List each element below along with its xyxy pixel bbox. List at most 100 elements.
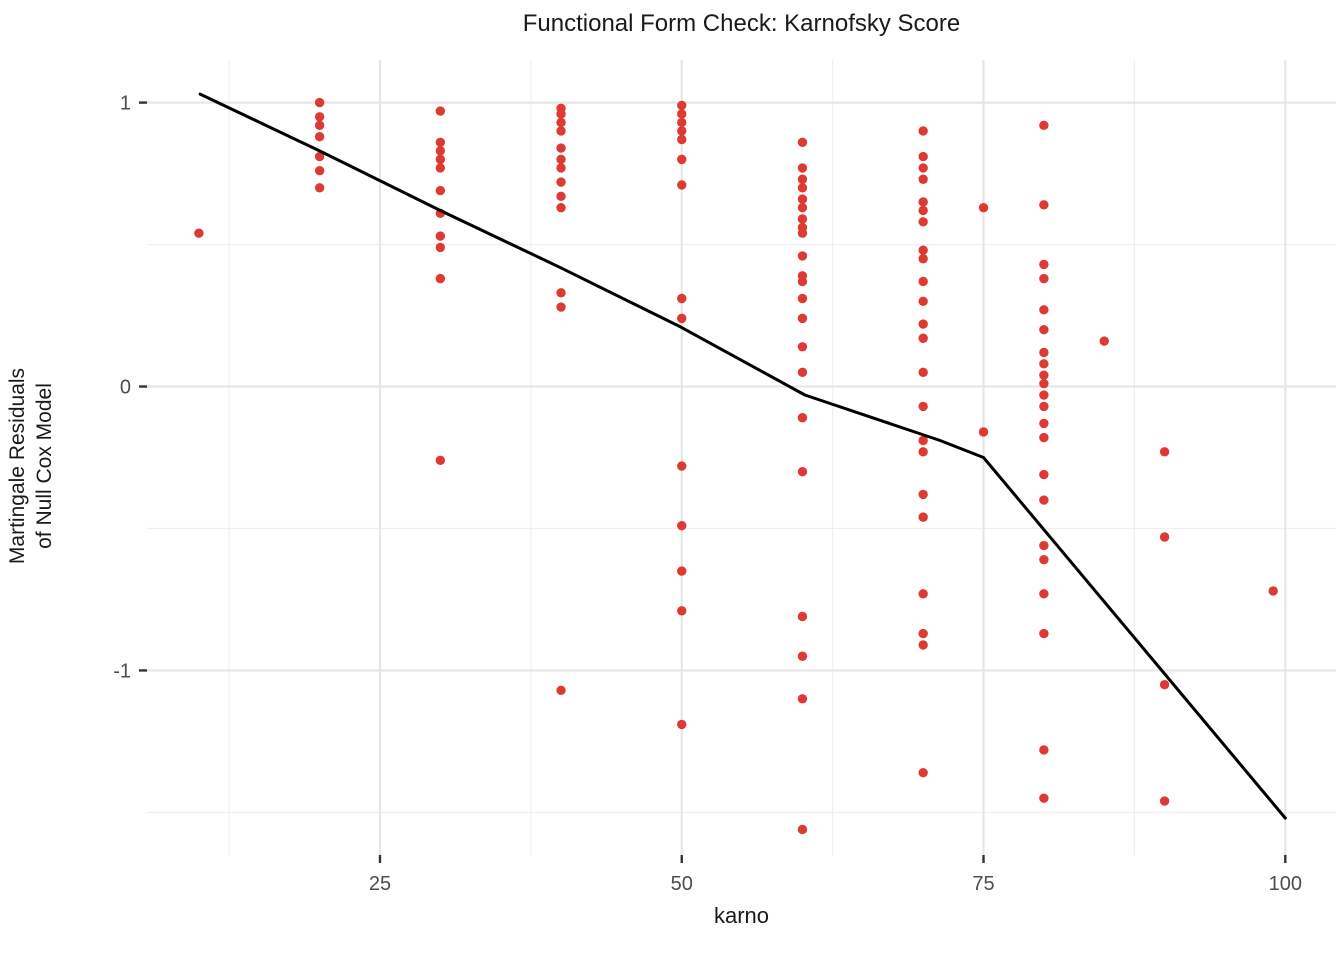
data-point [677, 293, 687, 304]
smooth-trend-line [198, 92, 1287, 820]
data-point [797, 194, 808, 204]
data-point [435, 146, 446, 156]
data-point [918, 640, 928, 650]
data-point [435, 163, 446, 173]
data-point [1159, 679, 1170, 690]
data-point [677, 313, 687, 324]
data-point [918, 217, 928, 227]
data-point [556, 202, 566, 213]
data-point [435, 154, 446, 165]
data-point [797, 214, 808, 224]
data-point [435, 185, 446, 196]
x-axis-title: karno [713, 903, 770, 928]
data-point [1039, 555, 1049, 565]
data-point [978, 427, 989, 437]
data-point [918, 174, 928, 184]
data-point [918, 767, 928, 778]
data-point [556, 117, 566, 128]
data-point [797, 651, 808, 661]
data-point [435, 455, 446, 466]
data-point [1039, 273, 1049, 284]
data-point [1159, 447, 1170, 457]
data-point [435, 242, 446, 253]
data-point [677, 719, 687, 730]
plot-panel [147, 60, 1336, 855]
data-point [1039, 325, 1049, 335]
data-point [1039, 200, 1049, 210]
data-point [918, 319, 928, 329]
data-point [677, 126, 687, 136]
data-point [314, 166, 325, 176]
data-point [1039, 495, 1049, 505]
data-point [556, 126, 566, 136]
y-tick-label: 1 [120, 93, 131, 115]
data-point [1159, 796, 1170, 806]
data-point [918, 163, 928, 173]
data-point [677, 154, 687, 165]
data-point [556, 109, 566, 119]
data-point [1039, 589, 1049, 599]
data-point [978, 202, 989, 213]
data-point [556, 191, 566, 201]
data-point [918, 628, 928, 639]
data-point [1039, 370, 1049, 380]
data-point [1039, 469, 1049, 480]
data-point [918, 197, 928, 207]
data-point [677, 134, 687, 145]
data-point [918, 367, 928, 378]
data-point [918, 126, 928, 136]
data-point [677, 461, 687, 471]
data-point [797, 228, 808, 238]
data-point [677, 100, 687, 111]
chart-title: Functional Form Check: Karnofsky Score [522, 10, 961, 37]
data-point [918, 333, 928, 343]
data-point [1039, 359, 1049, 369]
data-point [314, 97, 325, 108]
data-point [918, 589, 928, 599]
y-tick-label: -1 [113, 660, 131, 682]
data-point [1039, 401, 1049, 412]
x-tick-label: 25 [369, 873, 391, 895]
data-point [918, 401, 928, 412]
data-point [918, 296, 928, 307]
data-point [797, 413, 808, 423]
data-point [314, 131, 325, 142]
data-point [435, 231, 446, 241]
data-point [1099, 336, 1109, 346]
x-tick-label: 100 [1269, 873, 1302, 895]
data-point [677, 606, 687, 616]
data-point [677, 566, 687, 576]
data-point [918, 245, 928, 255]
data-point [797, 163, 808, 173]
data-point [797, 694, 808, 704]
data-point [1039, 745, 1049, 755]
data-point [556, 685, 566, 696]
data-point [1039, 432, 1049, 443]
data-point [556, 302, 566, 312]
x-tick-label: 75 [972, 873, 994, 895]
data-point [677, 180, 687, 190]
data-point [677, 520, 687, 531]
data-point [797, 293, 808, 304]
data-point [556, 288, 566, 298]
data-point [797, 313, 808, 324]
data-point [556, 154, 566, 165]
data-point [918, 276, 928, 287]
data-point [1039, 793, 1049, 803]
data-point [797, 183, 808, 193]
data-point [1039, 540, 1049, 551]
data-point [1039, 378, 1049, 389]
data-point [314, 183, 325, 193]
data-point [1039, 347, 1049, 358]
data-point [918, 254, 928, 264]
data-point [797, 342, 808, 352]
data-point [918, 435, 928, 446]
data-point [314, 151, 325, 162]
data-point [797, 174, 808, 184]
data-point [797, 824, 808, 835]
data-point [556, 177, 566, 187]
data-point [918, 489, 928, 500]
data-point [918, 447, 928, 457]
data-point [435, 106, 446, 116]
